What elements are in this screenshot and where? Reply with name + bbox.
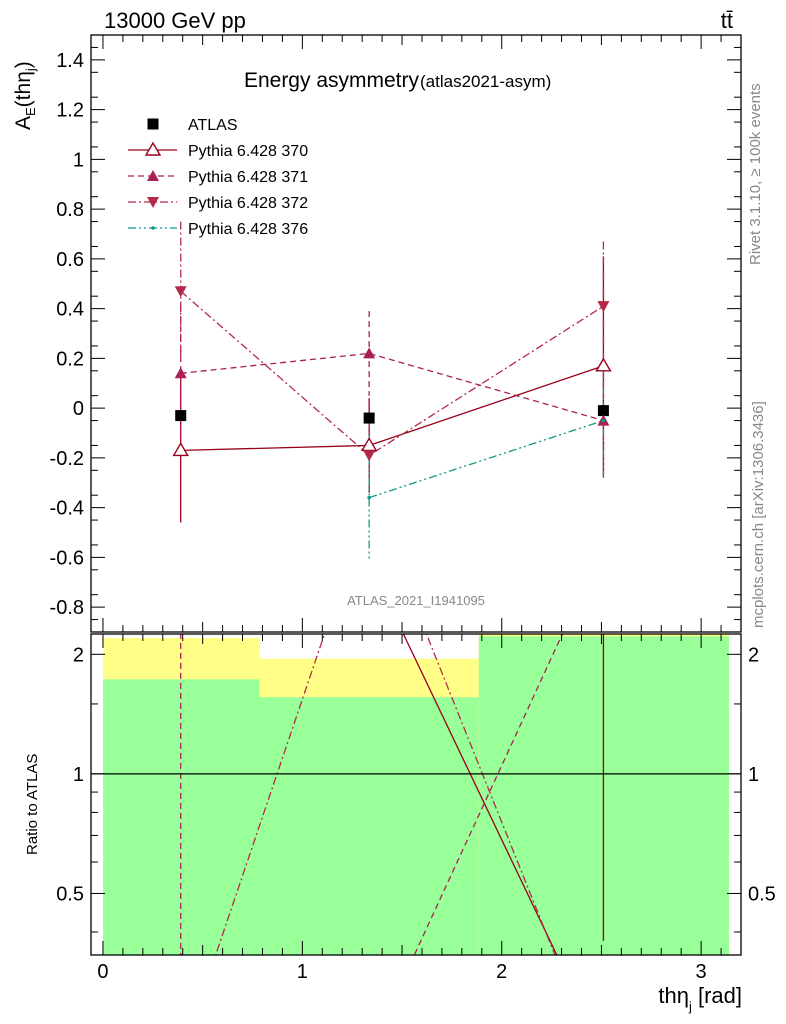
legend-marker-1 xyxy=(144,141,162,156)
point-3-2 xyxy=(597,301,610,313)
xlabel-base: thη xyxy=(658,983,689,1008)
ytick-label: 0.4 xyxy=(56,299,84,321)
axis-ticks xyxy=(91,35,741,955)
ytick-label: -0.8 xyxy=(50,597,84,619)
ylabel-base: A xyxy=(12,116,35,130)
xlabel-sub: j xyxy=(688,999,692,1014)
xtick-label: 0 xyxy=(97,961,108,983)
ytick-label: 0.8 xyxy=(56,199,84,221)
legend-marker-3 xyxy=(147,197,159,208)
point-2-1 xyxy=(363,347,376,359)
ylabel-close: ) xyxy=(12,61,35,68)
data-markers xyxy=(172,286,612,500)
xtick-label: 2 xyxy=(496,961,507,983)
legend-marker-0 xyxy=(147,118,159,130)
ytick-label: -0.2 xyxy=(50,448,84,470)
legend-marker-4 xyxy=(151,226,155,230)
mcplots-label: mcplots.cern.ch [arXiv:1306.3436] xyxy=(750,401,767,628)
series-line-1 xyxy=(180,365,604,452)
x-axis-label: thηj [rad] xyxy=(658,983,742,1014)
ratio-line-4 xyxy=(214,634,326,955)
point-2-0 xyxy=(174,367,187,379)
ytick-label: 1.4 xyxy=(56,50,84,72)
ratio-line-5 xyxy=(425,634,556,955)
process-label: tt̄ xyxy=(721,8,733,33)
ylabel-arg: (thη xyxy=(12,71,35,107)
ytick-label: 1.2 xyxy=(56,100,84,122)
y-axis-label: AE(thηj) xyxy=(12,61,38,130)
point-4-0 xyxy=(367,495,371,500)
ytick-label: 1 xyxy=(73,149,84,171)
chart-subtitle: (atlas2021-asym) xyxy=(420,72,551,91)
series-line-4 xyxy=(368,419,604,499)
ratio-uncertainty-bands xyxy=(102,634,730,955)
main-frame xyxy=(90,34,742,633)
main-plot-lines xyxy=(180,290,604,499)
legend-label-4: Pythia 6.428 376 xyxy=(188,221,308,238)
point-0-0 xyxy=(175,410,187,422)
ratio-ytick-label-left: 2 xyxy=(73,644,84,666)
ratio-ytick-label-right: 2 xyxy=(748,644,759,666)
point-3-0 xyxy=(174,286,187,298)
ratio-y-axis-label: Ratio to ATLAS xyxy=(24,754,41,855)
error-bars xyxy=(180,221,605,560)
ytick-label: 0.2 xyxy=(56,348,84,370)
series-line-2 xyxy=(180,352,604,422)
point-1-2 xyxy=(595,357,612,372)
band-inner-1 xyxy=(259,697,479,955)
analysis-watermark: ATLAS_2021_I1941095 xyxy=(347,593,485,608)
ylabel-argsub: j xyxy=(23,68,38,72)
chart-title: Energy asymmetry xyxy=(244,69,420,92)
point-4-1 xyxy=(601,418,606,423)
ylabel-sub: E xyxy=(23,107,38,116)
rivet-label: Rivet 3.1.10, ≥ 100k events xyxy=(747,83,764,265)
legend-marker-2 xyxy=(147,170,159,181)
series-line-3 xyxy=(180,290,604,457)
ytick-label: 0 xyxy=(73,398,84,420)
legend: ATLAS Pythia 6.428 370 Pythia 6.428 371 Pyt… xyxy=(128,117,308,238)
ratio-ytick-label-left: 1 xyxy=(73,764,84,786)
xtick-label: 3 xyxy=(696,961,707,983)
legend-label-2: Pythia 6.428 371 xyxy=(188,169,308,186)
point-0-2 xyxy=(597,405,609,417)
ytick-label: -0.6 xyxy=(50,547,84,569)
ytick-label: 0.6 xyxy=(56,249,84,271)
plot-frames xyxy=(90,34,742,956)
ytick-label: -0.4 xyxy=(50,498,84,520)
ratio-lines xyxy=(180,634,605,955)
legend-label-1: Pythia 6.428 370 xyxy=(188,143,308,160)
xlabel-unit: [rad] xyxy=(692,983,742,1008)
ratio-line-3 xyxy=(413,634,564,955)
point-1-0 xyxy=(172,442,189,457)
point-0-1 xyxy=(363,412,375,424)
svg-text:AE(thηj): AE(thηj) xyxy=(12,61,38,130)
legend-label-3: Pythia 6.428 372 xyxy=(188,195,308,212)
ratio-ytick-label-right: 1 xyxy=(748,764,759,786)
legend-label-0: ATLAS xyxy=(188,117,238,134)
point-3-1 xyxy=(363,450,376,462)
energy-label: 13000 GeV pp xyxy=(104,8,246,33)
ratio-ytick-label-right: 0.5 xyxy=(748,883,776,905)
xtick-label: 1 xyxy=(297,961,308,983)
ratio-frame xyxy=(90,633,742,956)
axis-tick-labels: -0.8 -0.6 -0.4 -0.2 0 0.2 0.4 0.6 0.8 1 1.2 1.4 0.5 0… xyxy=(50,50,776,983)
ratio-ytick-label-left: 0.5 xyxy=(56,883,84,905)
